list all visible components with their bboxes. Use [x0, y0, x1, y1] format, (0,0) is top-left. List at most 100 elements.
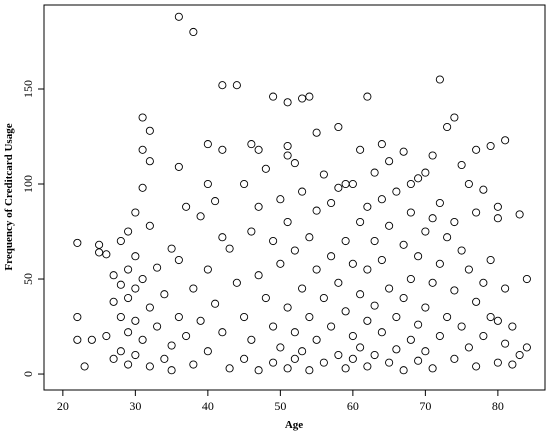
point [443, 122, 452, 132]
point [443, 312, 452, 322]
point [508, 360, 517, 369]
point [131, 350, 140, 360]
point [435, 75, 444, 84]
point [131, 316, 140, 325]
point [472, 297, 481, 306]
point [312, 128, 321, 137]
point [116, 280, 125, 289]
point [182, 202, 191, 211]
point [261, 164, 270, 173]
point [189, 27, 198, 37]
point [472, 145, 481, 154]
point [450, 354, 459, 363]
point [312, 335, 321, 344]
point [225, 364, 234, 373]
point [457, 246, 466, 255]
point [370, 168, 379, 177]
point [348, 331, 357, 341]
point [479, 185, 488, 194]
point [203, 265, 212, 274]
point [254, 366, 263, 375]
point [501, 339, 510, 348]
point [305, 312, 314, 322]
point [276, 259, 285, 268]
x-axis-label: Age [285, 419, 303, 431]
point [399, 240, 408, 249]
point [196, 316, 205, 325]
point [435, 331, 444, 341]
point [124, 265, 133, 274]
point [479, 331, 488, 341]
point [501, 136, 510, 145]
point [385, 157, 394, 166]
point [370, 350, 379, 360]
point [472, 208, 481, 217]
point [363, 92, 372, 101]
x-tick-label: 60 [347, 399, 359, 413]
point [131, 284, 140, 293]
point [298, 284, 307, 293]
point [457, 322, 466, 331]
point [414, 252, 423, 261]
point [95, 248, 104, 257]
point [276, 195, 285, 204]
point [464, 179, 473, 189]
point [203, 140, 212, 149]
point [189, 360, 198, 369]
point [334, 278, 343, 287]
point [298, 94, 307, 103]
point [160, 354, 169, 363]
point [377, 328, 386, 337]
point [457, 160, 466, 170]
point [269, 236, 278, 246]
point [363, 202, 372, 211]
point [421, 168, 430, 177]
point [319, 293, 328, 303]
point [269, 92, 278, 101]
point [153, 263, 162, 272]
x-tick-label: 30 [129, 399, 141, 413]
point [348, 259, 357, 268]
point [109, 354, 118, 363]
point [138, 113, 147, 122]
point [131, 208, 140, 217]
point [508, 322, 517, 331]
point [479, 278, 488, 287]
point [305, 233, 314, 242]
point [385, 358, 394, 367]
point [203, 347, 212, 356]
x-tick-label: 40 [202, 399, 214, 413]
point [501, 284, 510, 293]
point [116, 236, 125, 246]
point [145, 126, 154, 135]
point [356, 343, 365, 352]
point [174, 312, 183, 322]
y-tick-label: 50 [21, 273, 35, 285]
point [450, 286, 459, 295]
point [261, 293, 270, 303]
point [254, 271, 263, 280]
point [283, 151, 292, 160]
point [131, 252, 140, 261]
point [247, 140, 256, 149]
y-axis-label: Frequency of Creditcard Usage [3, 123, 15, 270]
point [240, 312, 249, 322]
point [450, 113, 459, 122]
point [399, 293, 408, 303]
point [486, 141, 495, 151]
point [196, 212, 205, 221]
point [377, 255, 386, 265]
point [312, 206, 321, 215]
point [109, 271, 118, 280]
point [124, 328, 133, 337]
point [73, 238, 82, 247]
point [428, 151, 437, 160]
point [73, 335, 82, 344]
point [348, 179, 357, 189]
point [363, 362, 372, 371]
point [348, 354, 357, 363]
point [356, 145, 365, 154]
point [145, 157, 154, 166]
x-tick-label: 20 [57, 399, 69, 413]
point [363, 316, 372, 325]
